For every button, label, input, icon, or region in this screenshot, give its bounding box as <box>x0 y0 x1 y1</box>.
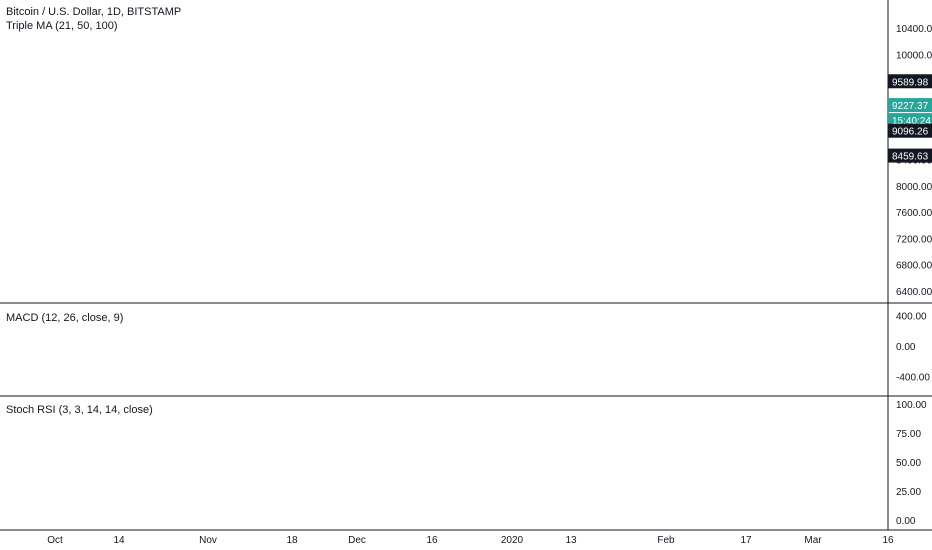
triple-ma-label: Triple MA (21, 50, 100) <box>6 20 118 32</box>
price-badge-text: 8459.63 <box>892 152 929 163</box>
stoch-rsi-label: Stoch RSI (3, 3, 14, 14, close) <box>6 404 153 416</box>
price-badge <box>888 98 932 113</box>
price-badge-text: 9227.37 <box>892 101 929 112</box>
time-tick-label: 18 <box>286 535 298 546</box>
stoch-tick-label: 0.00 <box>896 516 916 527</box>
price-tick-label: 6800.00 <box>896 261 932 272</box>
symbol-title: Bitcoin / U.S. Dollar, 1D, BITSTAMP <box>6 6 182 18</box>
price-badge <box>888 74 932 89</box>
time-tick-label: 14 <box>113 535 125 546</box>
price-tick-label: 7600.00 <box>896 208 932 219</box>
price-tick-label: 8000.00 <box>896 182 932 193</box>
macd-tick-label: -400.00 <box>896 373 930 384</box>
stoch-tick-label: 75.00 <box>896 429 921 440</box>
macd-tick-label: 400.00 <box>896 312 927 323</box>
time-tick-label: Dec <box>348 535 366 546</box>
price-badge <box>888 123 932 138</box>
macd-label: MACD (12, 26, close, 9) <box>6 312 124 324</box>
time-tick-label: 16 <box>426 535 438 546</box>
macd-tick-label: 0.00 <box>896 342 916 353</box>
price-badge <box>888 113 932 128</box>
time-tick-label: Nov <box>199 535 217 546</box>
price-badge-text: 9589.98 <box>892 77 929 88</box>
price-badge-text: 9096.26 <box>892 127 929 138</box>
time-tick-label: Mar <box>804 535 822 546</box>
stoch-tick-label: 25.00 <box>896 487 921 498</box>
stoch-tick-label: 100.00 <box>896 400 927 411</box>
price-badge <box>888 148 932 163</box>
price-tick-label: 6400.00 <box>896 287 932 298</box>
price-tick-label: 10000.00 <box>896 50 932 61</box>
time-tick-label: 17 <box>740 535 752 546</box>
time-tick-label: 16 <box>882 535 894 546</box>
price-badge-text: 15:40:24 <box>892 116 931 127</box>
time-tick-label: Feb <box>657 535 675 546</box>
price-tick-label: 10400.00 <box>896 24 932 35</box>
price-tick-label: 7200.00 <box>896 234 932 245</box>
time-tick-label: Oct <box>47 535 63 546</box>
time-tick-label: 2020 <box>501 535 524 546</box>
stoch-tick-label: 50.00 <box>896 458 921 469</box>
time-tick-label: 13 <box>565 535 577 546</box>
